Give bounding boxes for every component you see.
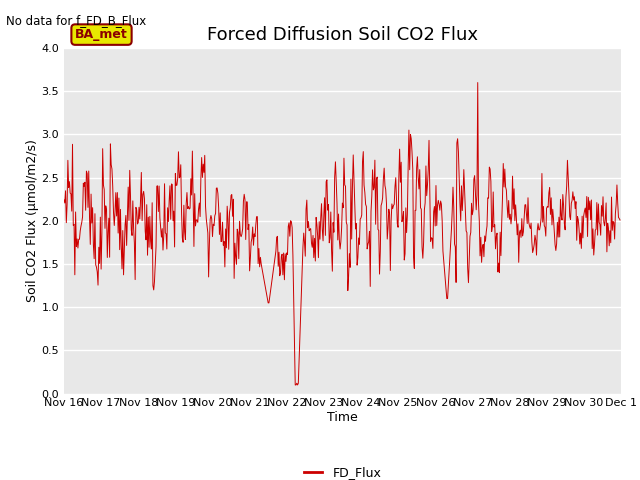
Y-axis label: Soil CO2 Flux (μmol/m2/s): Soil CO2 Flux (μmol/m2/s)	[26, 139, 38, 302]
X-axis label: Time: Time	[327, 411, 358, 424]
Title: Forced Diffusion Soil CO2 Flux: Forced Diffusion Soil CO2 Flux	[207, 25, 478, 44]
Text: No data for f_FD_B_Flux: No data for f_FD_B_Flux	[6, 14, 147, 27]
Text: BA_met: BA_met	[75, 28, 128, 41]
Legend: FD_Flux: FD_Flux	[299, 461, 386, 480]
